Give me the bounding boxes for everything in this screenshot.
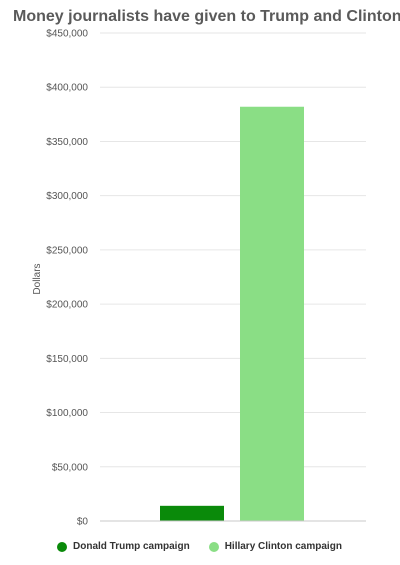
y-tick-label: $250,000 <box>46 245 88 256</box>
y-tick-label: $150,000 <box>46 354 88 365</box>
bars <box>160 106 304 522</box>
y-tick-labels: $0 $50,000 $100,000 $150,000 $200,000 $250,00… <box>46 29 88 528</box>
bar-clinton[interactable] <box>240 106 304 522</box>
y-tick-label: $0 <box>77 517 89 528</box>
chart-title: Money journalists have given to Trump an… <box>13 8 400 25</box>
legend-item-trump[interactable]: Donald Trump campaign <box>57 541 190 552</box>
legend-swatch-trump <box>57 541 67 552</box>
y-axis-title: Dollars <box>32 263 43 294</box>
legend-label-clinton: Hillary Clinton campaign <box>224 541 342 552</box>
y-tick-label: $350,000 <box>46 137 88 148</box>
y-tick-label: $50,000 <box>52 462 89 473</box>
legend-label-trump: Donald Trump campaign <box>73 541 190 552</box>
bar-trump[interactable] <box>160 505 224 521</box>
y-tick-label: $200,000 <box>46 300 88 311</box>
y-tick-label: $450,000 <box>46 29 88 40</box>
legend-item-clinton[interactable]: Hillary Clinton campaign <box>208 541 342 552</box>
legend-swatch-clinton <box>208 541 219 552</box>
y-tick-label: $400,000 <box>46 83 88 94</box>
legend: Donald Trump campaign Hillary Clinton ca… <box>57 541 361 552</box>
y-tick-label: $300,000 <box>46 191 88 202</box>
y-tick-label: $100,000 <box>46 408 88 419</box>
grid-lines <box>100 32 366 468</box>
bar-chart: $0 $50,000 $100,000 $150,000 $200,000 $250,00… <box>32 29 366 528</box>
